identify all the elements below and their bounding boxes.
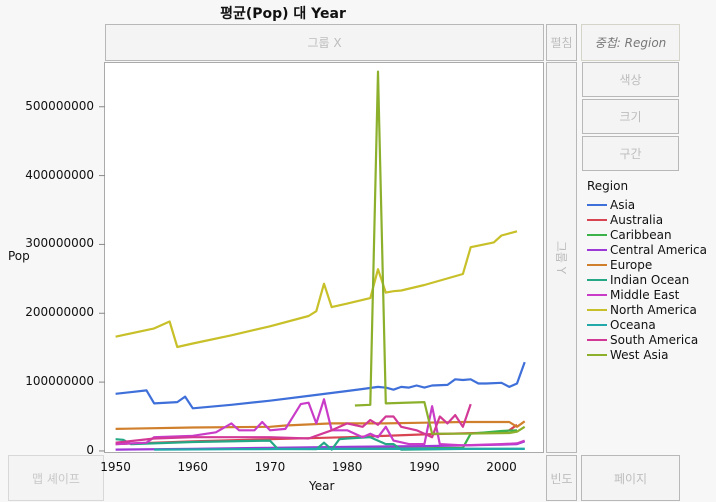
series-line-north-america[interactable]	[115, 230, 518, 349]
legend-label: North America	[610, 302, 697, 317]
x-axis-label: Year	[309, 479, 335, 493]
legend-label: Asia	[610, 197, 636, 212]
x-tick-label: 1960	[177, 460, 209, 474]
legend-item[interactable]: Caribbean	[587, 227, 707, 242]
legend-label: Caribbean	[610, 227, 672, 242]
y-tick-label: 500000000	[25, 98, 94, 113]
legend-item[interactable]: Middle East	[587, 287, 707, 302]
legend-swatch	[587, 278, 607, 281]
legend-label: Europe	[610, 257, 653, 272]
series-line-south-america[interactable]	[115, 403, 472, 444]
legend-label: South America	[610, 332, 699, 347]
group-y-dropzone[interactable]: 그룹 Y	[546, 62, 577, 453]
legend-item[interactable]: Indian Ocean	[587, 272, 707, 287]
legend-label: Oceana	[610, 317, 656, 332]
legend-swatch	[587, 293, 607, 296]
map-shape-dropzone[interactable]: 맵 셰이프	[8, 455, 104, 501]
series-line-oceana[interactable]	[154, 447, 525, 451]
legend-label: Central America	[610, 242, 708, 257]
legend-item[interactable]: Australia	[587, 212, 707, 227]
group-x-dropzone[interactable]: 그룹 X	[105, 24, 544, 61]
legend-swatch	[587, 263, 607, 266]
graph-title: 평균(Pop) 대 Year	[220, 6, 346, 22]
color-dropzone[interactable]: 색상	[582, 62, 679, 97]
legend-swatch	[587, 218, 607, 221]
overlay-dropzone[interactable]: 중첩: Region	[581, 24, 680, 61]
y-axis-label: Pop	[8, 249, 30, 263]
x-tick-label: 1980	[331, 460, 363, 474]
freq-dropzone[interactable]: 빈도	[546, 455, 577, 501]
y-tick-label: 100000000	[25, 374, 94, 389]
x-tick-label: 1990	[409, 460, 440, 474]
y-tick-label: 200000000	[25, 305, 94, 320]
legend-swatch	[587, 233, 607, 236]
legend-title: Region	[587, 179, 629, 193]
legend-item[interactable]: South America	[587, 332, 707, 347]
legend-item[interactable]: Central America	[587, 242, 707, 257]
x-tick-label: 1970	[254, 460, 286, 474]
y-tick-label: 0	[86, 442, 94, 457]
legend-swatch	[587, 308, 607, 311]
series-line-middle-east[interactable]	[115, 398, 526, 447]
x-tick-label: 2000	[486, 460, 517, 474]
legend-swatch	[587, 323, 607, 326]
interval-dropzone[interactable]: 구간	[582, 136, 679, 171]
legend-swatch	[587, 248, 607, 251]
legend-item[interactable]: Oceana	[587, 317, 707, 332]
legend-swatch	[587, 338, 607, 341]
legend-swatch	[587, 353, 607, 356]
legend-label: Middle East	[610, 287, 680, 302]
legend-label: Australia	[610, 212, 664, 227]
plot-area[interactable]	[99, 62, 544, 453]
plot-frame	[104, 62, 544, 453]
group-y-label: 그룹 Y	[554, 240, 569, 275]
x-tick-label: 1950	[100, 460, 131, 474]
legend-item[interactable]: North America	[587, 302, 707, 317]
legend-item[interactable]: West Asia	[587, 347, 707, 362]
legend-item[interactable]: Asia	[587, 197, 707, 212]
legend: Region Asia Australia Caribbean Central Ame…	[587, 179, 707, 362]
legend-item[interactable]: Europe	[587, 257, 707, 272]
y-tick-label: 400000000	[25, 167, 94, 182]
legend-label: Indian Ocean	[610, 272, 690, 287]
series-line-asia[interactable]	[115, 361, 526, 410]
legend-label: West Asia	[610, 347, 669, 362]
series-line-west-asia[interactable]	[354, 70, 526, 435]
page-dropzone[interactable]: 페이지	[581, 455, 680, 501]
y-tick-label: 300000000	[25, 236, 94, 251]
series-line-europe[interactable]	[115, 420, 526, 430]
wrap-dropzone[interactable]: 펼침	[546, 24, 577, 61]
size-dropzone[interactable]: 크기	[582, 99, 679, 134]
legend-swatch	[587, 203, 607, 206]
